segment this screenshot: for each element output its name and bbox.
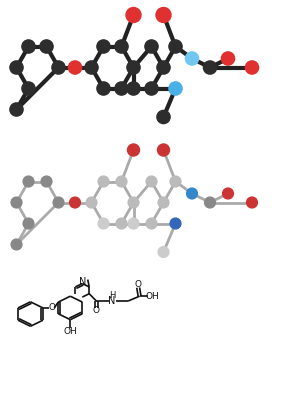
Circle shape (158, 144, 169, 156)
Circle shape (156, 8, 171, 23)
Text: N: N (80, 276, 87, 287)
Circle shape (10, 61, 23, 74)
Circle shape (146, 176, 157, 187)
Circle shape (97, 40, 110, 53)
Circle shape (169, 40, 182, 53)
Circle shape (85, 61, 98, 74)
Circle shape (128, 197, 139, 208)
Circle shape (115, 40, 128, 53)
Circle shape (86, 197, 97, 208)
Circle shape (170, 176, 181, 187)
Circle shape (203, 61, 217, 74)
Circle shape (115, 82, 128, 95)
Circle shape (157, 61, 170, 74)
Text: OH: OH (63, 327, 77, 336)
Circle shape (221, 52, 235, 65)
Circle shape (22, 40, 35, 53)
Circle shape (70, 197, 80, 208)
Circle shape (185, 52, 199, 65)
Circle shape (40, 40, 53, 53)
Circle shape (127, 61, 140, 74)
Circle shape (169, 82, 182, 95)
Circle shape (187, 188, 197, 199)
Circle shape (145, 40, 158, 53)
Text: N: N (108, 296, 115, 306)
Text: OH: OH (145, 292, 159, 301)
Text: H: H (109, 291, 116, 300)
Circle shape (128, 218, 139, 229)
Text: O: O (48, 303, 55, 312)
Circle shape (223, 188, 233, 199)
Circle shape (52, 61, 65, 74)
Text: O: O (93, 306, 100, 315)
Circle shape (128, 144, 140, 156)
Circle shape (23, 176, 34, 187)
Circle shape (68, 61, 82, 74)
Circle shape (170, 218, 181, 229)
Text: alamy - HWXK8C: alamy - HWXK8C (106, 383, 194, 393)
Circle shape (158, 197, 169, 208)
Circle shape (41, 176, 52, 187)
Circle shape (116, 218, 127, 229)
Circle shape (23, 218, 34, 229)
Circle shape (11, 239, 22, 250)
Circle shape (146, 218, 157, 229)
Circle shape (22, 82, 35, 95)
Text: O: O (135, 280, 142, 289)
Circle shape (157, 110, 170, 124)
Circle shape (98, 218, 109, 229)
Circle shape (145, 82, 158, 95)
Circle shape (10, 103, 23, 116)
Circle shape (116, 176, 127, 187)
Circle shape (126, 8, 141, 23)
Circle shape (245, 61, 259, 74)
Circle shape (97, 82, 110, 95)
Circle shape (127, 82, 140, 95)
Circle shape (11, 197, 22, 208)
Circle shape (98, 176, 109, 187)
Circle shape (158, 247, 169, 258)
Circle shape (205, 197, 215, 208)
Circle shape (247, 197, 257, 208)
Circle shape (53, 197, 64, 208)
